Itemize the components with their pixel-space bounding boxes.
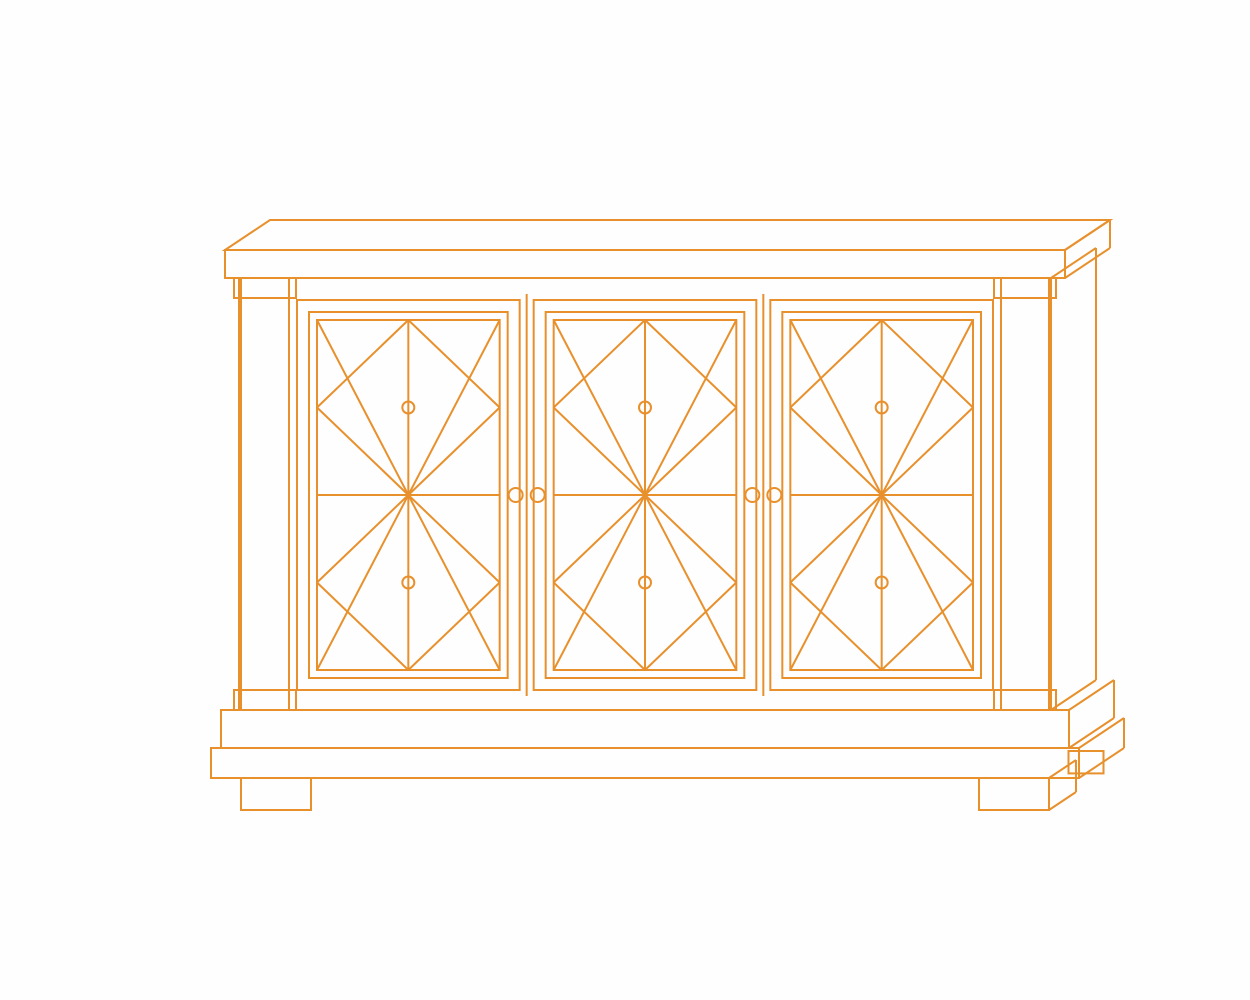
- furniture-diagram: [0, 0, 1250, 1000]
- cabinet-drawing: [211, 220, 1250, 810]
